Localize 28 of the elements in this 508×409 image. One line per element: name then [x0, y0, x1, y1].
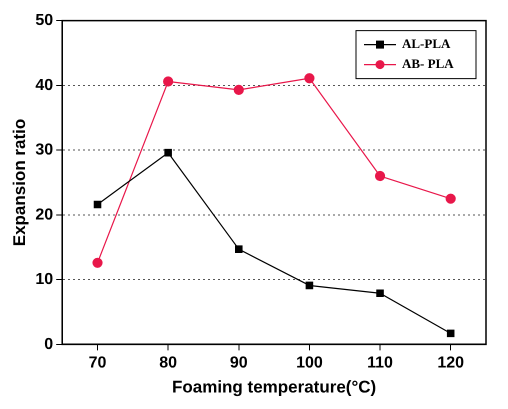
y-tick-label: 40 — [35, 76, 54, 94]
point — [446, 194, 456, 204]
point — [304, 73, 315, 84]
legend-label: AB- PLA — [402, 56, 454, 71]
x-tick-label: 90 — [230, 354, 248, 372]
y-tick-label: 20 — [35, 206, 54, 224]
y-axis-title: Expansion ratio — [10, 118, 29, 246]
point — [163, 76, 174, 87]
x-tick-label: 70 — [88, 354, 107, 372]
x-tick-label: 80 — [159, 354, 178, 372]
x-tick-label: 120 — [437, 354, 464, 372]
y-tick-label: 0 — [44, 336, 54, 353]
point — [306, 282, 314, 290]
point — [92, 258, 103, 268]
point — [164, 148, 172, 156]
point — [376, 289, 384, 298]
x-axis-title: Foaming temperature(°C) — [172, 377, 376, 396]
y-tick-label: 10 — [35, 271, 54, 288]
point — [234, 84, 244, 95]
x-tick-label: 110 — [367, 354, 394, 372]
point — [94, 200, 102, 208]
legend-label: AL-PLA — [402, 36, 451, 51]
point — [374, 170, 386, 182]
x-tick-label: 100 — [296, 354, 323, 372]
point — [235, 245, 243, 253]
y-tick-label: 50 — [35, 12, 54, 30]
y-tick-label: 30 — [35, 142, 54, 159]
point — [446, 330, 454, 338]
